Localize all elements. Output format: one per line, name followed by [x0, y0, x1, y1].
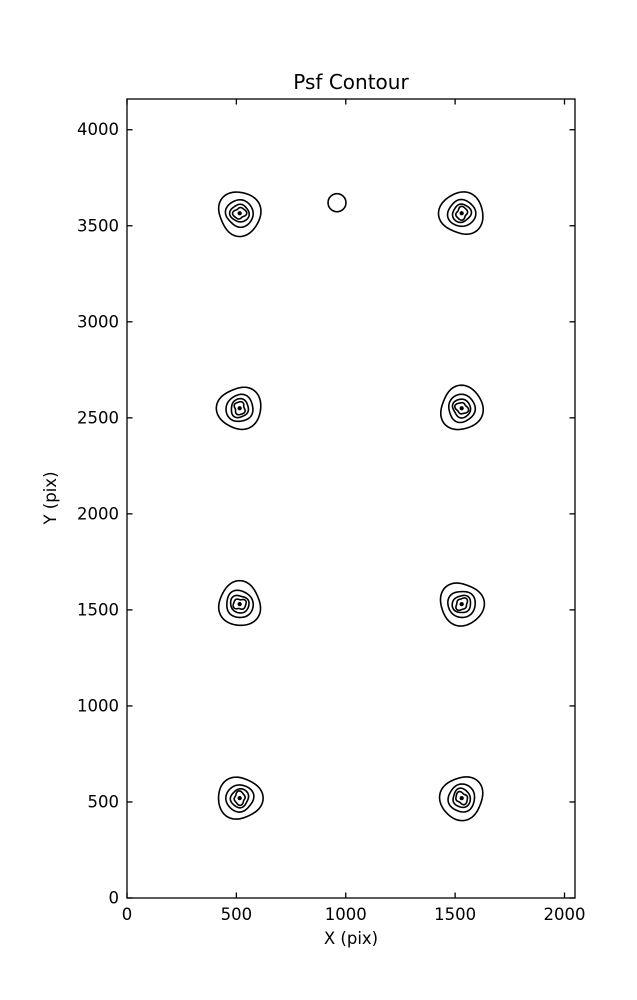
- contour-ring: [224, 198, 254, 229]
- x-tick-label: 500: [221, 905, 253, 924]
- axis-ticks: 0 500 1000 1500 2000 0 500 1000 1500 2000 2500 3000…: [77, 99, 586, 924]
- contour-ring: [448, 393, 477, 424]
- contour-ring: [438, 776, 484, 822]
- contour-ring: [446, 198, 477, 228]
- contour-ring: [447, 590, 477, 619]
- x-axis-label: X (pix): [324, 929, 378, 948]
- psf-source: [217, 579, 262, 627]
- y-tick-label: 4000: [77, 120, 119, 139]
- plot-area: [126, 98, 576, 899]
- contour-ring: [453, 401, 470, 415]
- contour-core-dot: [459, 795, 464, 801]
- contour-ring: [447, 783, 476, 813]
- y-tick-label: 2500: [77, 408, 119, 427]
- contour-ring: [215, 386, 262, 431]
- contour-core-dot: [237, 601, 242, 607]
- contour-core-dot: [459, 211, 464, 216]
- contour-ring: [230, 397, 250, 419]
- y-tick-label: 0: [109, 889, 120, 908]
- contour-ring: [233, 790, 246, 807]
- contour-ring: [229, 787, 250, 809]
- contour-ring: [454, 205, 469, 221]
- psf-source: [437, 191, 484, 235]
- contour-core-dot: [237, 795, 242, 801]
- x-tick-label: 1500: [434, 905, 476, 924]
- contour-ring: [217, 191, 262, 238]
- contour-ring: [226, 589, 255, 619]
- psf-source: [439, 582, 486, 627]
- contour-ring: [451, 398, 472, 419]
- contour-ring: [232, 598, 247, 611]
- x-tick-label: 2000: [544, 905, 586, 924]
- x-tick-label: 1000: [325, 905, 367, 924]
- plot-title: Psf Contour: [293, 70, 409, 94]
- contour-ring: [229, 594, 250, 614]
- contour-core-dot: [459, 601, 464, 607]
- contour-ring: [451, 594, 472, 614]
- contour-ring: [225, 784, 255, 813]
- psf-source: [439, 384, 485, 431]
- contour-core-dot: [237, 406, 242, 411]
- contour-ring: [455, 790, 469, 806]
- contour-ring: [225, 393, 254, 423]
- psf-source: [217, 776, 264, 820]
- x-tick-label: 0: [122, 905, 133, 924]
- contour-sources: [215, 191, 486, 822]
- contour-ring: [455, 597, 469, 612]
- contour-ring: [217, 579, 262, 627]
- contour-ring: [452, 787, 472, 809]
- y-axis-label: Y (pix): [41, 471, 60, 525]
- y-tick-label: 2000: [77, 504, 119, 523]
- psf-source: [215, 386, 262, 431]
- contour-ring: [439, 582, 486, 627]
- psf-source: [217, 191, 262, 238]
- contour-ring: [231, 206, 248, 220]
- y-tick-label: 3500: [77, 216, 119, 235]
- contour-ring: [233, 400, 246, 416]
- faint-source-contour: [327, 192, 347, 213]
- y-tick-label: 1500: [77, 600, 119, 619]
- y-tick-label: 3000: [77, 312, 119, 331]
- contour-ring: [451, 203, 473, 224]
- contour-ring: [437, 191, 484, 235]
- psf-source: [438, 776, 484, 822]
- contour-ring: [439, 384, 485, 431]
- contour-ring: [217, 776, 264, 820]
- y-tick-label: 1000: [77, 696, 119, 715]
- contour-ring: [228, 203, 251, 223]
- contour-core-dot: [459, 406, 464, 411]
- contour-core-dot: [237, 211, 242, 216]
- y-tick-label: 500: [88, 792, 120, 811]
